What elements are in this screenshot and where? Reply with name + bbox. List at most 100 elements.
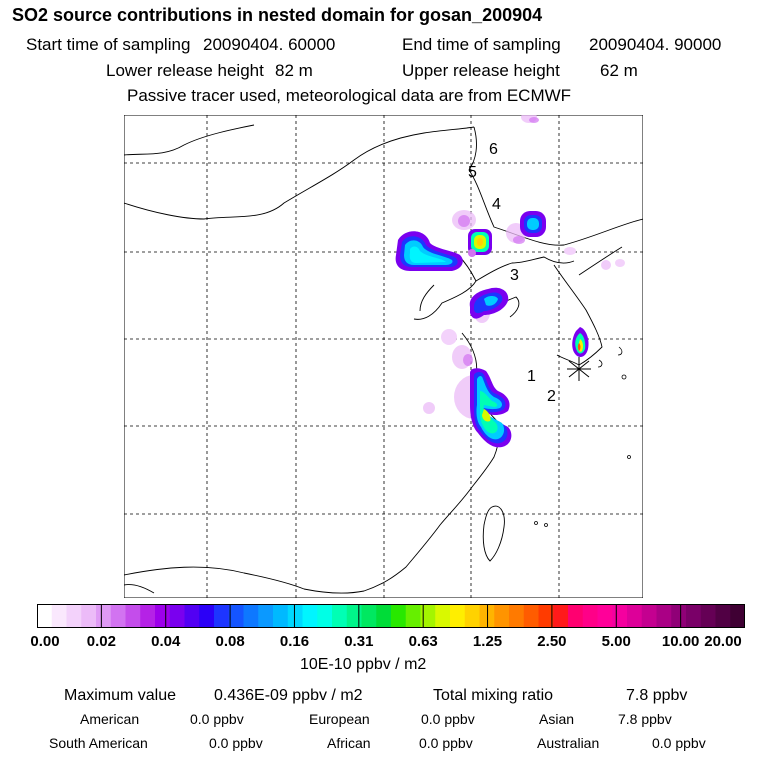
colorbar-cell [81, 604, 97, 628]
colorbar-cell [51, 604, 67, 628]
colorbar-cell [671, 604, 687, 628]
colorbar-tick-label: 0.02 [86, 633, 116, 650]
plume-blob-korea [572, 327, 589, 357]
colorbar-cell [656, 604, 672, 628]
lower-release-value: 82 m [275, 61, 313, 80]
colorbar-cell [66, 604, 82, 628]
colorbar-cell [715, 604, 731, 628]
colorbar-tick-label: 1.25 [472, 633, 503, 650]
colorbar-cell [287, 604, 303, 628]
colorbar-cell [494, 604, 510, 628]
coastlines [124, 124, 643, 594]
colorbar-cell [405, 604, 421, 628]
colorbar-cell [228, 604, 244, 628]
lower-release-label: Lower release height [106, 61, 264, 80]
total-mixing-label: Total mixing ratio [433, 687, 554, 704]
colorbar-cell [96, 604, 112, 628]
colorbar-cell [420, 604, 436, 628]
colorbar-cell [686, 604, 702, 628]
colorbar-cell [597, 604, 613, 628]
taiwan-outline [482, 505, 505, 562]
colorbar-cell [332, 604, 348, 628]
colorbar-cell [523, 604, 539, 628]
region-south-american-label: South American [49, 735, 148, 751]
colorbar-cell [568, 604, 584, 628]
colorbar-tick-label: 20.00 [704, 633, 742, 650]
region-african-value: 0.0 ppbv [419, 735, 473, 751]
colorbar-cell [582, 604, 598, 628]
end-time-label: End time of sampling [402, 35, 561, 54]
region-european-label: European [309, 711, 370, 727]
colorbar-cell [391, 604, 407, 628]
marker-3: 3 [510, 267, 519, 284]
colorbar-cell [317, 604, 333, 628]
plume-small-spots [441, 247, 625, 345]
marker-5: 5 [468, 164, 477, 181]
colorbar-cell [538, 604, 554, 628]
map-title: SO2 source contributions in nested domai… [12, 5, 543, 25]
colorbar-cell [273, 604, 289, 628]
region-asian-value: 7.8 ppbv [618, 711, 672, 727]
colorbar-cell [479, 604, 495, 628]
map-frame [124, 115, 643, 598]
colorbar-cell [627, 604, 643, 628]
start-time-label: Start time of sampling [26, 35, 191, 54]
colorbar-tick-label: 2.50 [537, 633, 567, 650]
region-australian-value: 0.0 ppbv [652, 735, 706, 751]
colorbar-cell [110, 604, 126, 628]
end-time-value: 20090404. 90000 [589, 35, 722, 54]
tracer-note: Passive tracer used, meteorological data… [127, 86, 572, 105]
colorbar-cell [376, 604, 392, 628]
colorbar-cell [169, 604, 185, 628]
map-panel: 1 2 3 4 5 6 [124, 115, 643, 598]
plume-blob-shandong [469, 287, 509, 319]
plume-magenta [458, 117, 539, 366]
start-time-value: 20090404. 60000 [203, 35, 336, 54]
colorbar-cell [450, 604, 466, 628]
colorbar-cell [214, 604, 230, 628]
colorbar-cell [302, 604, 318, 628]
colorbar-cell [509, 604, 525, 628]
marker-4: 4 [492, 196, 501, 213]
marker-2: 2 [547, 388, 556, 405]
receptor-star-marker [567, 357, 591, 381]
colorbar-cell [435, 604, 451, 628]
colorbar-cell [464, 604, 480, 628]
upper-release-value: 62 m [600, 61, 638, 80]
islands [534, 346, 631, 527]
region-american-label: American [80, 711, 140, 727]
colorbar-cell [612, 604, 628, 628]
plume-blob-northeast [520, 211, 546, 237]
colorbar-tick-label: 0.08 [215, 633, 245, 650]
colorbar-tick-label: 0.04 [151, 633, 181, 650]
colorbar-cell [155, 604, 171, 628]
colorbar-cell [346, 604, 362, 628]
plume-blob-beijing [468, 229, 492, 255]
region-australian-label: Australian [537, 735, 600, 751]
marker-6: 6 [489, 141, 498, 158]
region-american-value: 0.0 ppbv [190, 711, 244, 727]
colorbar-cell [140, 604, 156, 628]
colorbar-cell [243, 604, 259, 628]
colorbar-cell [199, 604, 215, 628]
max-value: 0.436E-09 ppbv / m2 [214, 687, 363, 704]
colorbar-tick-label: 0.63 [408, 633, 438, 650]
colorbar-cell [641, 604, 657, 628]
plume-blob-shanghai [470, 368, 512, 448]
region-african-label: African [327, 735, 371, 751]
total-mixing-value: 7.8 ppbv [626, 687, 688, 704]
colorbar-tick-label: 0.00 [30, 633, 60, 650]
upper-release-label: Upper release height [402, 61, 560, 80]
colorbar-cell [700, 604, 716, 628]
colorbar-cell [125, 604, 141, 628]
colorbar-tick-label: 0.16 [279, 633, 310, 650]
region-asian-label: Asian [539, 711, 575, 727]
marker-1: 1 [527, 368, 536, 385]
region-south-american-value: 0.0 ppbv [209, 735, 263, 751]
region-european-value: 0.0 ppbv [421, 711, 475, 727]
colorbar-tick-label: 5.00 [601, 633, 631, 650]
colorbar-cell [37, 604, 53, 628]
colorbar-cell [184, 604, 200, 628]
colorbar-cell [730, 604, 745, 628]
colorbar-tick-label: 0.31 [344, 633, 374, 650]
